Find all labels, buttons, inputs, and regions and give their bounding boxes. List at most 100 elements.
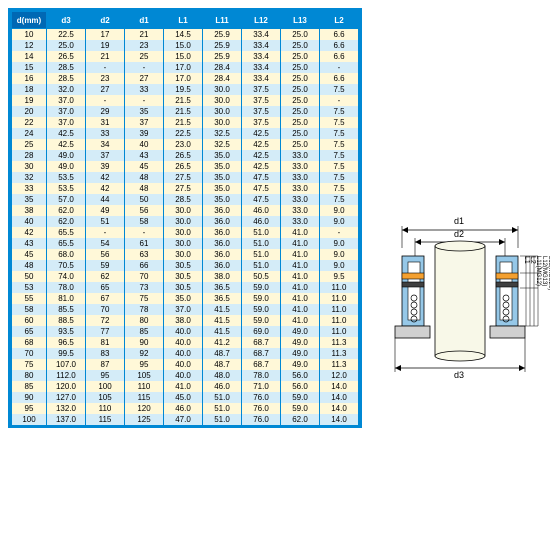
table-cell: 47.5 bbox=[242, 183, 281, 194]
table-cell: 29 bbox=[86, 106, 125, 117]
table-cell: 95 bbox=[12, 403, 47, 414]
table-cell: 27.5 bbox=[164, 183, 203, 194]
table-cell: 7.5 bbox=[320, 84, 359, 95]
table-cell: 63 bbox=[125, 249, 164, 260]
table-cell: 9.0 bbox=[320, 249, 359, 260]
table-cell: 6.6 bbox=[320, 51, 359, 62]
col-header: d3 bbox=[47, 12, 86, 29]
table-cell: 48.7 bbox=[203, 359, 242, 370]
table-cell: 48.0 bbox=[203, 370, 242, 381]
table-row: 2237.0313721.530.037.525.07.5 bbox=[12, 117, 359, 128]
table-row: 1426.5212515.025.933.425.06.6 bbox=[12, 51, 359, 62]
table-cell: 59.0 bbox=[242, 293, 281, 304]
table-cell: 31 bbox=[86, 117, 125, 128]
table-cell: 28.4 bbox=[203, 62, 242, 73]
table-cell: 23 bbox=[125, 40, 164, 51]
table-cell: 11.0 bbox=[320, 304, 359, 315]
table-cell: 30.0 bbox=[164, 249, 203, 260]
table-cell: 26.5 bbox=[164, 161, 203, 172]
table-cell: 45.0 bbox=[164, 392, 203, 403]
table-row: 3353.5424827.535.047.533.07.5 bbox=[12, 183, 359, 194]
table-cell: 21.5 bbox=[164, 95, 203, 106]
table-cell: 40.0 bbox=[164, 326, 203, 337]
table-cell: 49 bbox=[86, 205, 125, 216]
table-cell: 76.0 bbox=[242, 414, 281, 425]
table-cell: 49.0 bbox=[281, 326, 320, 337]
table-cell: 50 bbox=[12, 271, 47, 282]
col-header: L1 bbox=[164, 12, 203, 29]
table-cell: 112.0 bbox=[47, 370, 86, 381]
table-cell: 32.0 bbox=[47, 84, 86, 95]
table-cell: 115 bbox=[125, 392, 164, 403]
table-cell: 25.0 bbox=[281, 128, 320, 139]
table-cell: 17.0 bbox=[164, 62, 203, 73]
table-cell: 62.0 bbox=[281, 414, 320, 425]
table-cell: 65.5 bbox=[47, 227, 86, 238]
table-cell: 95 bbox=[125, 359, 164, 370]
table-cell: 49.0 bbox=[47, 150, 86, 161]
table-cell: 53.5 bbox=[47, 183, 86, 194]
table-cell: 62 bbox=[86, 271, 125, 282]
table-row: 2542.5344023.032.542.525.07.5 bbox=[12, 139, 359, 150]
table-cell: 110 bbox=[86, 403, 125, 414]
table-cell: 10 bbox=[12, 29, 47, 41]
table-cell: - bbox=[125, 95, 164, 106]
table-cell: 90 bbox=[12, 392, 47, 403]
table-cell: 41.0 bbox=[281, 282, 320, 293]
table-cell: 26.5 bbox=[164, 150, 203, 161]
table-row: 80112.09510540.048.078.056.012.0 bbox=[12, 370, 359, 381]
table-cell: 40 bbox=[12, 216, 47, 227]
table-row: 6593.5778540.041.569.049.011.0 bbox=[12, 326, 359, 337]
table-row: 4062.0515830.036.046.033.09.0 bbox=[12, 216, 359, 227]
col-header: L2 bbox=[320, 12, 359, 29]
table-cell: 72 bbox=[86, 315, 125, 326]
table-cell: 41.0 bbox=[281, 315, 320, 326]
table-cell: 32.5 bbox=[203, 128, 242, 139]
table-cell: 58 bbox=[125, 216, 164, 227]
table-cell: 47.5 bbox=[242, 194, 281, 205]
table-cell: 36.5 bbox=[203, 293, 242, 304]
table-cell: 56.0 bbox=[281, 370, 320, 381]
table-cell: 25.0 bbox=[281, 106, 320, 117]
table-row: 1628.5232717.028.433.425.06.6 bbox=[12, 73, 359, 84]
table-cell: 65.5 bbox=[47, 238, 86, 249]
table-cell: 18 bbox=[12, 84, 47, 95]
table-cell: 67 bbox=[86, 293, 125, 304]
table-cell: 66 bbox=[125, 260, 164, 271]
table-cell: 33.4 bbox=[242, 51, 281, 62]
table-cell: 6.6 bbox=[320, 29, 359, 41]
table-cell: 105 bbox=[125, 370, 164, 381]
table-cell: 21 bbox=[86, 51, 125, 62]
table-cell: 70 bbox=[12, 348, 47, 359]
table-cell: 7.5 bbox=[320, 161, 359, 172]
table-cell: 24 bbox=[12, 128, 47, 139]
table-cell: 25.0 bbox=[281, 84, 320, 95]
table-cell: 12.0 bbox=[320, 370, 359, 381]
table-cell: 30.0 bbox=[164, 216, 203, 227]
table-cell: 127.0 bbox=[47, 392, 86, 403]
table-cell: 43 bbox=[125, 150, 164, 161]
table-cell: 37.5 bbox=[242, 95, 281, 106]
table-cell: 49.0 bbox=[281, 359, 320, 370]
table-cell: 27 bbox=[86, 84, 125, 95]
table-cell: 16 bbox=[12, 73, 47, 84]
table-cell: 14.0 bbox=[320, 414, 359, 425]
table-cell: - bbox=[320, 227, 359, 238]
table-cell: 25 bbox=[12, 139, 47, 150]
table-cell: - bbox=[125, 227, 164, 238]
table-cell: 11.3 bbox=[320, 348, 359, 359]
table-cell: 36.5 bbox=[203, 282, 242, 293]
table-cell: 46.0 bbox=[242, 205, 281, 216]
table-cell: 70.5 bbox=[47, 260, 86, 271]
table-cell: 46.0 bbox=[203, 381, 242, 392]
table-cell: 39 bbox=[125, 128, 164, 139]
table-cell: 80 bbox=[12, 370, 47, 381]
table-cell: 7.5 bbox=[320, 194, 359, 205]
table-cell: 30.5 bbox=[164, 271, 203, 282]
table-row: 4265.5--30.036.051.041.0- bbox=[12, 227, 359, 238]
table-cell: 15.0 bbox=[164, 40, 203, 51]
table-cell: 56 bbox=[86, 249, 125, 260]
table-cell: 14.0 bbox=[320, 381, 359, 392]
table-cell: 107.0 bbox=[47, 359, 86, 370]
table-cell: 85 bbox=[125, 326, 164, 337]
